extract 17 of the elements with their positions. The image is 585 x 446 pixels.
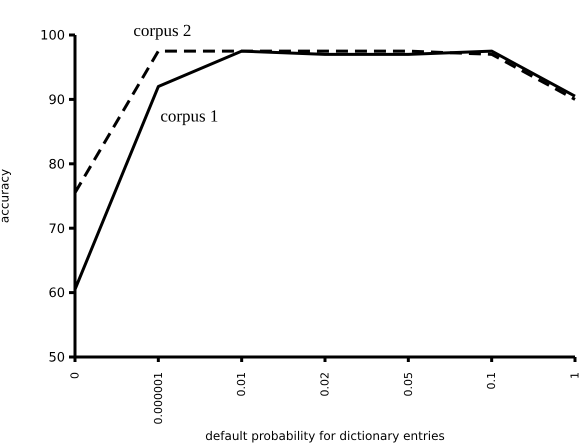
x-tick-label: 0.1 <box>485 372 498 390</box>
y-tick-label: 80 <box>48 157 65 172</box>
x-tick-label: 0.000001 <box>152 372 165 424</box>
x-axis-title: default probability for dictionary entries <box>205 429 445 443</box>
y-tick-label: 60 <box>48 286 65 302</box>
y-tick-label: 100 <box>40 28 65 44</box>
y-axis-title: accuracy <box>0 168 12 224</box>
x-tick-label: 0.01 <box>235 372 248 396</box>
series-label: corpus 2 <box>133 21 192 40</box>
x-tick-label: 0 <box>68 372 82 379</box>
y-tick-label: 50 <box>48 350 65 366</box>
x-tick-label: 0.05 <box>402 372 415 396</box>
y-tick-label: 90 <box>48 93 65 108</box>
series-label: corpus 1 <box>160 106 218 126</box>
x-tick-label: 1 <box>568 372 582 379</box>
x-tick-label: 0.02 <box>318 372 332 396</box>
y-tick-label: 70 <box>48 222 65 237</box>
